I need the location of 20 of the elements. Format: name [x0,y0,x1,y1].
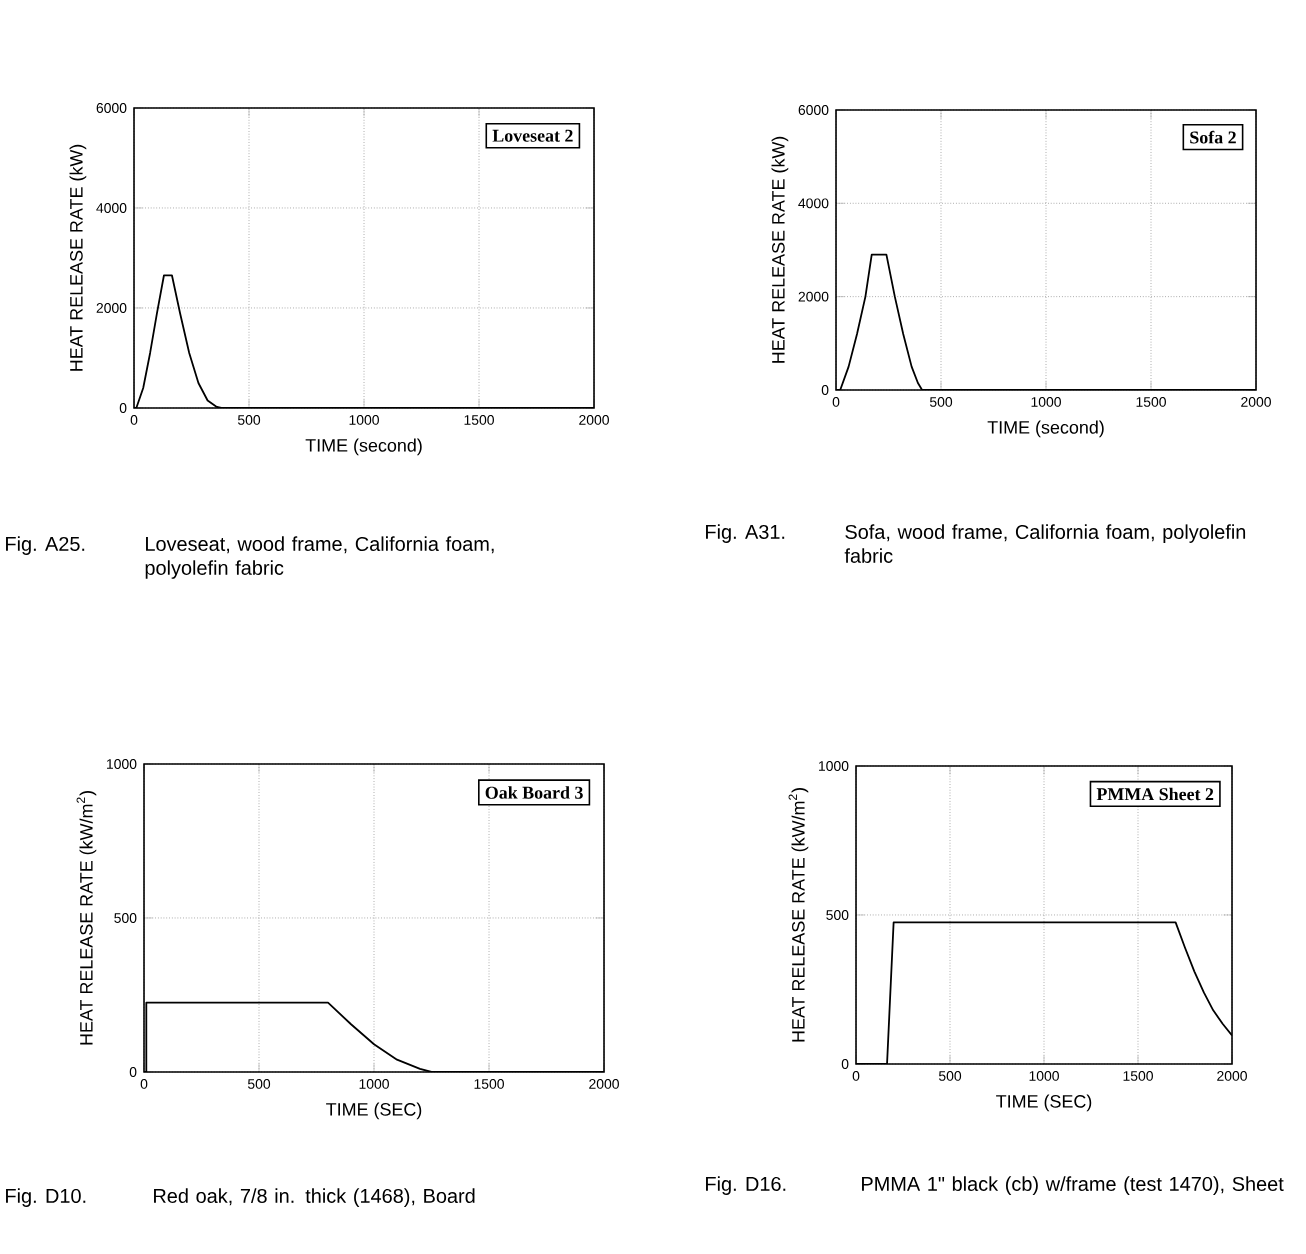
x-axis-title: TIME (second) [305,438,422,456]
y-axis-title: HEAT RELEASE RATE (kW) [69,144,87,371]
text: Red oak, 7/8 in. thick (1468), Board [154,1188,475,1207]
text: PMMA Sheet 2 [1096,787,1214,801]
x-axis-title: TIME (SEC) [326,1102,422,1120]
text: PMMA 1" black (cb) w/frame (test 1470), Sheet [862,1176,1284,1195]
text: Loveseat 2 [492,129,573,142]
y-axis-title: HEAT RELEASE RATE (kW/m$^{2}$) [76,791,97,1045]
caption: Fig. D10. [6,1188,86,1207]
text: Loveseat, wood frame, California foam, polyolefin fabric [145,536,494,579]
text: Oak Board 3 [485,786,583,799]
x-axis-title: TIME (second) [987,420,1104,438]
caption: Fig. D16. [706,1176,786,1195]
text: Sofa, wood frame, California foam, polyolefin fabric [844,524,1246,563]
y-axis-title: HEAT RELEASE RATE (kW/m$^{2}$) [788,788,809,1042]
y-axis-title: HEAT RELEASE RATE (kW) [771,136,789,363]
text: Sofa 2 [1190,130,1236,144]
caption: Fig. A25. [6,536,85,555]
caption: Fig. A31. [706,524,785,543]
x-axis-title: TIME (SEC) [996,1094,1092,1112]
